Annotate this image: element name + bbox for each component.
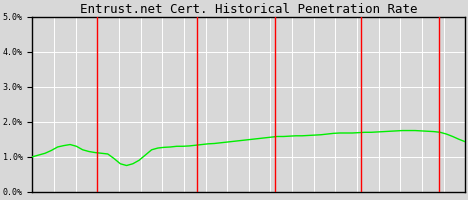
Title: Entrust.net Cert. Historical Penetration Rate: Entrust.net Cert. Historical Penetration… — [80, 3, 417, 16]
